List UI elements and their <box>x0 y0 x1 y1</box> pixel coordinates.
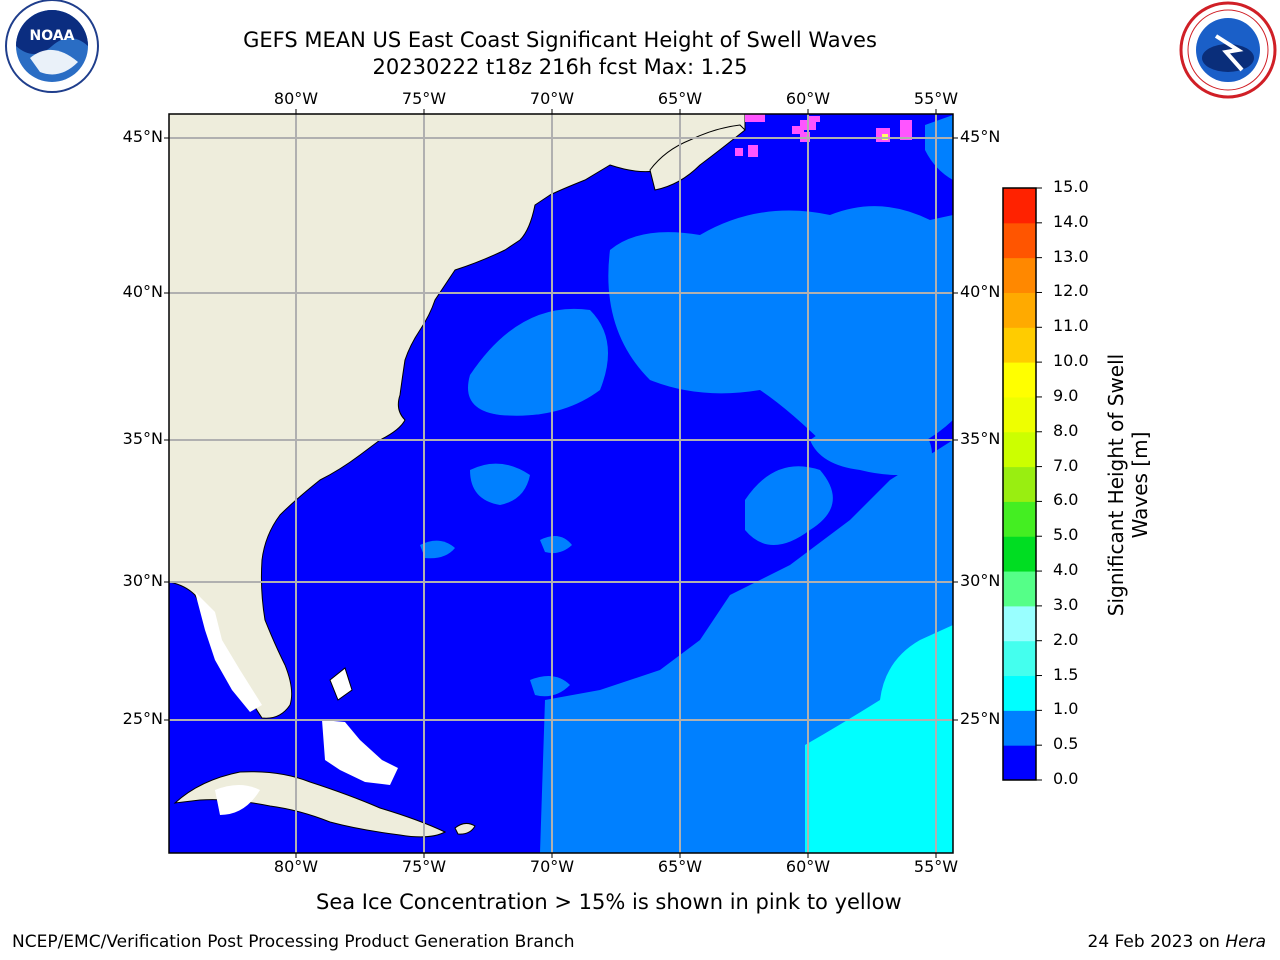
colorbar-label: Significant Height of Swell Waves [m] <box>1104 353 1152 617</box>
lat-tick-right: 30°N <box>960 571 1001 590</box>
colorbar-segment <box>1003 710 1036 746</box>
sea-ice-patch <box>745 114 765 122</box>
lon-tick-bottom: 65°W <box>657 857 703 876</box>
lat-tick-right: 40°N <box>960 282 1001 301</box>
colorbar-segment <box>1003 640 1036 677</box>
sea-ice-patch <box>900 120 912 140</box>
lon-tick-top: 70°W <box>529 89 575 108</box>
colorbar-segment <box>1003 327 1036 363</box>
colorbar-tick-label: 2.0 <box>1053 629 1079 649</box>
lat-tick-right: 45°N <box>960 127 1001 146</box>
colorbar-tick-label: 9.0 <box>1053 385 1079 405</box>
sea-ice-patch <box>735 148 743 156</box>
swell-zone-patch-g <box>530 676 570 697</box>
map-layers <box>169 114 953 853</box>
lon-tick-top: 75°W <box>401 89 447 108</box>
chart-subtitle: 20230222 t18z 216h fcst Max: 1.25 <box>372 55 748 79</box>
swell-zone-patch-a <box>745 466 833 545</box>
lon-tick-top: 80°W <box>273 89 319 108</box>
colorbar-segment <box>1003 292 1036 328</box>
lon-tick-bottom: 55°W <box>913 857 959 876</box>
lon-tick-top: 65°W <box>657 89 703 108</box>
colorbar-tick-label: 3.0 <box>1053 594 1079 614</box>
colorbar-segment <box>1003 431 1036 468</box>
colorbar-segment <box>1003 675 1036 711</box>
lat-tick-left: 45°N <box>122 127 163 146</box>
colorbar-segment <box>1003 501 1036 537</box>
colorbar-segment <box>1003 536 1036 572</box>
noaa-logo-text: NOAA <box>30 28 75 44</box>
colorbar-segment <box>1003 466 1036 502</box>
colorbar-segment <box>1003 605 1036 642</box>
lon-tick-bottom: 75°W <box>401 857 447 876</box>
colorbar-segment <box>1003 222 1036 259</box>
lon-tick-top: 55°W <box>913 89 959 108</box>
swell-zone-high <box>805 625 953 853</box>
noaa-logo: NOAA <box>5 0 99 93</box>
lat-tick-right: 25°N <box>960 709 1001 728</box>
lon-tick-bottom: 70°W <box>529 857 575 876</box>
bahamas-bank <box>322 720 398 785</box>
chart-title: GEFS MEAN US East Coast Significant Heig… <box>243 28 877 52</box>
colorbar-tick-label: 12.0 <box>1053 281 1089 301</box>
hispaniola-land <box>454 822 476 835</box>
credit-host: Hera <box>1225 932 1266 952</box>
lat-tick-left: 30°N <box>122 571 163 590</box>
lat-tick-left: 35°N <box>122 429 163 448</box>
colorbar-tick-label: 4.0 <box>1053 560 1079 580</box>
sea-ice-patch <box>748 145 758 157</box>
sea-ice-note: Sea Ice Concentration > 15% is shown in … <box>316 890 902 914</box>
colorbar-segment <box>1003 188 1036 224</box>
colorbar-segment <box>1003 257 1036 293</box>
colorbar-tick-label: 13.0 <box>1053 246 1089 266</box>
lon-tick-bottom: 80°W <box>273 857 319 876</box>
swell-zone-patch-c <box>470 463 530 505</box>
credit-right: 24 Feb 2023 on Hera <box>1088 932 1266 952</box>
colorbar-tick-label: 1.0 <box>1053 699 1079 719</box>
credit-left: NCEP/EMC/Verification Post Processing Pr… <box>12 932 575 952</box>
colorbar-tick-label: 7.0 <box>1053 455 1079 475</box>
swell-zone-patch-f <box>925 115 953 180</box>
colorbar-tick-label: 11.0 <box>1053 316 1089 336</box>
credit-date: 24 Feb 2023 on <box>1087 932 1220 952</box>
nws-logo <box>1179 1 1277 99</box>
colorbar-tick-label: 8.0 <box>1053 420 1079 440</box>
swell-zone-mid-north <box>608 206 953 456</box>
colorbar-tick-label: 5.0 <box>1053 525 1079 545</box>
colorbar-tick-label: 0.5 <box>1053 734 1079 754</box>
colorbar-tick-label: 14.0 <box>1053 211 1089 231</box>
colorbar-tick-label: 0.0 <box>1053 769 1079 788</box>
nova-scotia-land <box>649 124 746 191</box>
bahamas-shelf <box>329 667 353 701</box>
swell-zone-mid-west <box>468 308 608 416</box>
colorbar-tick-label: 6.0 <box>1053 490 1079 510</box>
lat-tick-left: 25°N <box>122 709 163 728</box>
colorbar-frame <box>1002 187 1037 781</box>
swell-zone-patch-b <box>810 417 932 475</box>
lon-tick-top: 60°W <box>785 89 831 108</box>
florida-west-shelf <box>195 592 262 712</box>
lon-tick-bottom: 60°W <box>785 857 831 876</box>
colorbar-tick-label: 1.5 <box>1053 664 1079 684</box>
colorbar-segment <box>1003 571 1036 607</box>
lat-tick-left: 40°N <box>122 282 163 301</box>
colorbar-segment <box>1003 362 1036 398</box>
swell-zone-patch-d <box>420 540 455 559</box>
colorbar-segment <box>1003 745 1036 781</box>
sea-ice-patch <box>808 116 820 122</box>
colorbar-segment <box>1003 396 1036 433</box>
colorbar-tick-label: 15.0 <box>1053 177 1089 196</box>
map-frame <box>168 113 954 854</box>
swell-zone-patch-e <box>540 536 572 554</box>
north-america-land <box>169 114 746 719</box>
colorbar-tick-label: 10.0 <box>1053 351 1089 371</box>
cuba-shelf <box>215 785 260 815</box>
sea-ice-patch <box>792 126 804 134</box>
lat-tick-right: 35°N <box>960 429 1001 448</box>
